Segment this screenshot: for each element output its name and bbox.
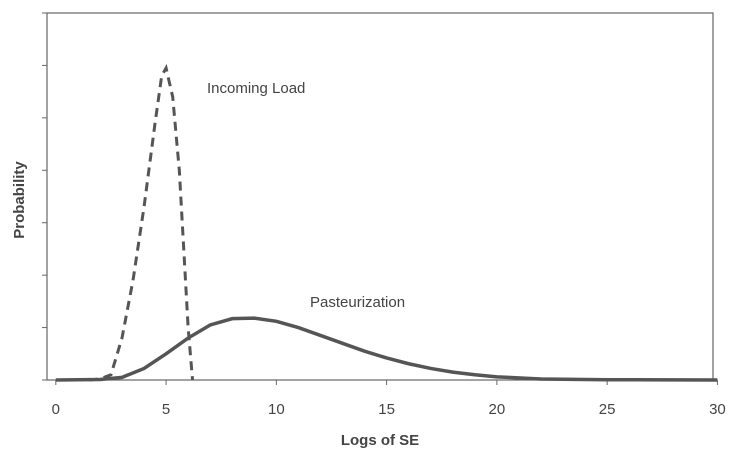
series-line (55, 316, 718, 382)
x-tick-label: 0 (52, 401, 60, 418)
x-tick-label: 30 (709, 401, 726, 418)
annotation: Incoming Load (207, 80, 305, 97)
x-axis-label: Logs of SE (341, 432, 419, 449)
x-tick-label: 10 (268, 401, 285, 418)
plot-frame (46, 12, 714, 381)
x-tick-label: 25 (599, 401, 616, 418)
series-line (88, 63, 195, 382)
y-axis-label: Probability (11, 161, 28, 239)
x-tick-label: 15 (378, 401, 395, 418)
x-tick-label: 5 (162, 401, 170, 418)
x-tick-label: 20 (489, 401, 506, 418)
annotation: Pasteurization (310, 294, 405, 311)
